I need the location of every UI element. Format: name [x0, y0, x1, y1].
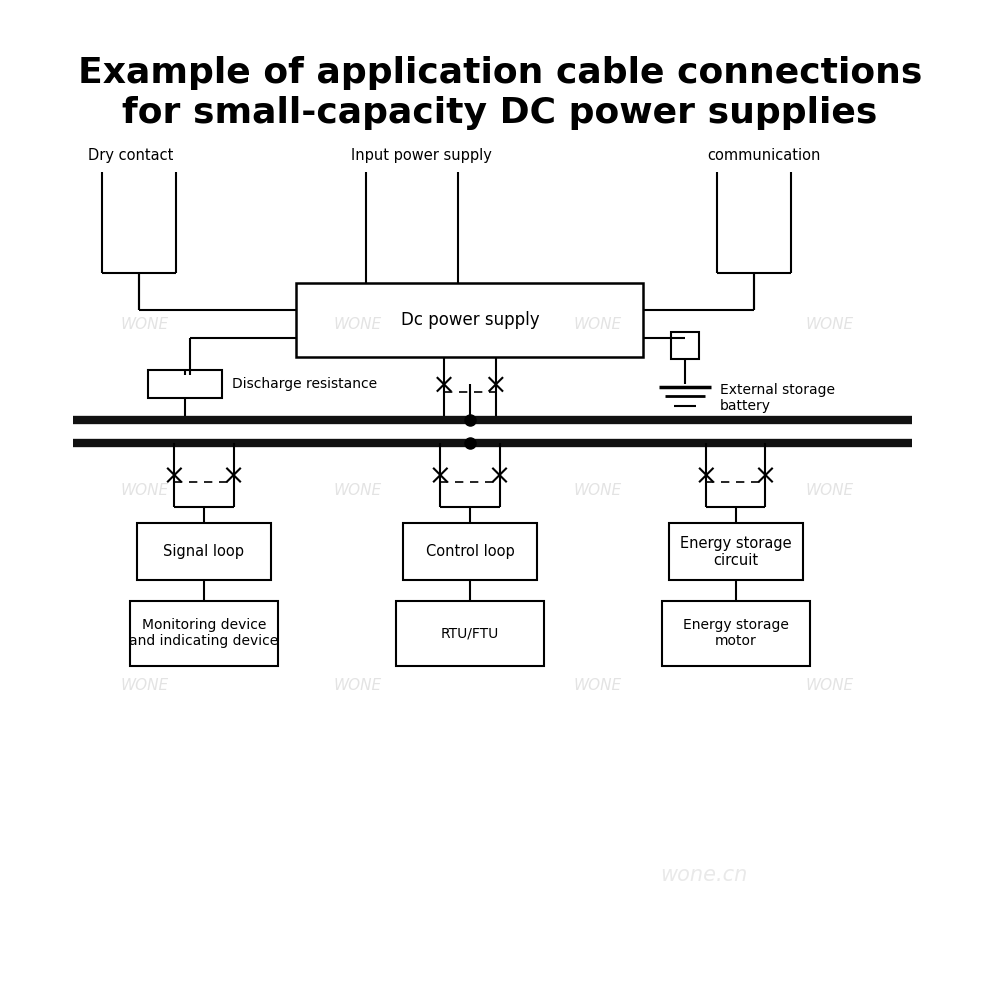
FancyBboxPatch shape [130, 601, 278, 666]
Text: WONE: WONE [121, 483, 169, 498]
FancyBboxPatch shape [669, 523, 803, 580]
Text: Monitoring device
and indicating device: Monitoring device and indicating device [129, 618, 279, 648]
Text: communication: communication [707, 148, 820, 163]
FancyBboxPatch shape [671, 332, 699, 359]
Text: WONE: WONE [805, 317, 853, 332]
FancyBboxPatch shape [137, 523, 271, 580]
Text: wone.cn: wone.cn [660, 865, 747, 885]
Text: WONE: WONE [333, 483, 382, 498]
Text: WONE: WONE [805, 483, 853, 498]
FancyBboxPatch shape [296, 283, 643, 357]
Text: WONE: WONE [121, 317, 169, 332]
Text: Discharge resistance: Discharge resistance [232, 377, 377, 391]
Text: WONE: WONE [574, 317, 622, 332]
Text: WONE: WONE [574, 483, 622, 498]
Text: WONE: WONE [121, 678, 169, 693]
Text: for small-capacity DC power supplies: for small-capacity DC power supplies [122, 96, 878, 130]
Text: Signal loop: Signal loop [163, 544, 244, 559]
FancyBboxPatch shape [403, 523, 537, 580]
Text: WONE: WONE [805, 678, 853, 693]
Text: Energy storage
motor: Energy storage motor [683, 618, 789, 648]
Text: WONE: WONE [333, 678, 382, 693]
FancyBboxPatch shape [662, 601, 810, 666]
Text: Dc power supply: Dc power supply [401, 311, 539, 329]
Text: External storage
battery: External storage battery [720, 383, 835, 413]
Text: Example of application cable connections: Example of application cable connections [78, 56, 922, 90]
Text: RTU/FTU: RTU/FTU [441, 626, 499, 640]
Text: WONE: WONE [574, 678, 622, 693]
Text: Control loop: Control loop [426, 544, 514, 559]
FancyBboxPatch shape [148, 370, 222, 398]
FancyBboxPatch shape [396, 601, 544, 666]
Text: WONE: WONE [333, 317, 382, 332]
Text: Input power supply: Input power supply [351, 148, 492, 163]
Text: Energy storage
circuit: Energy storage circuit [680, 536, 792, 568]
Text: Dry contact: Dry contact [88, 148, 174, 163]
